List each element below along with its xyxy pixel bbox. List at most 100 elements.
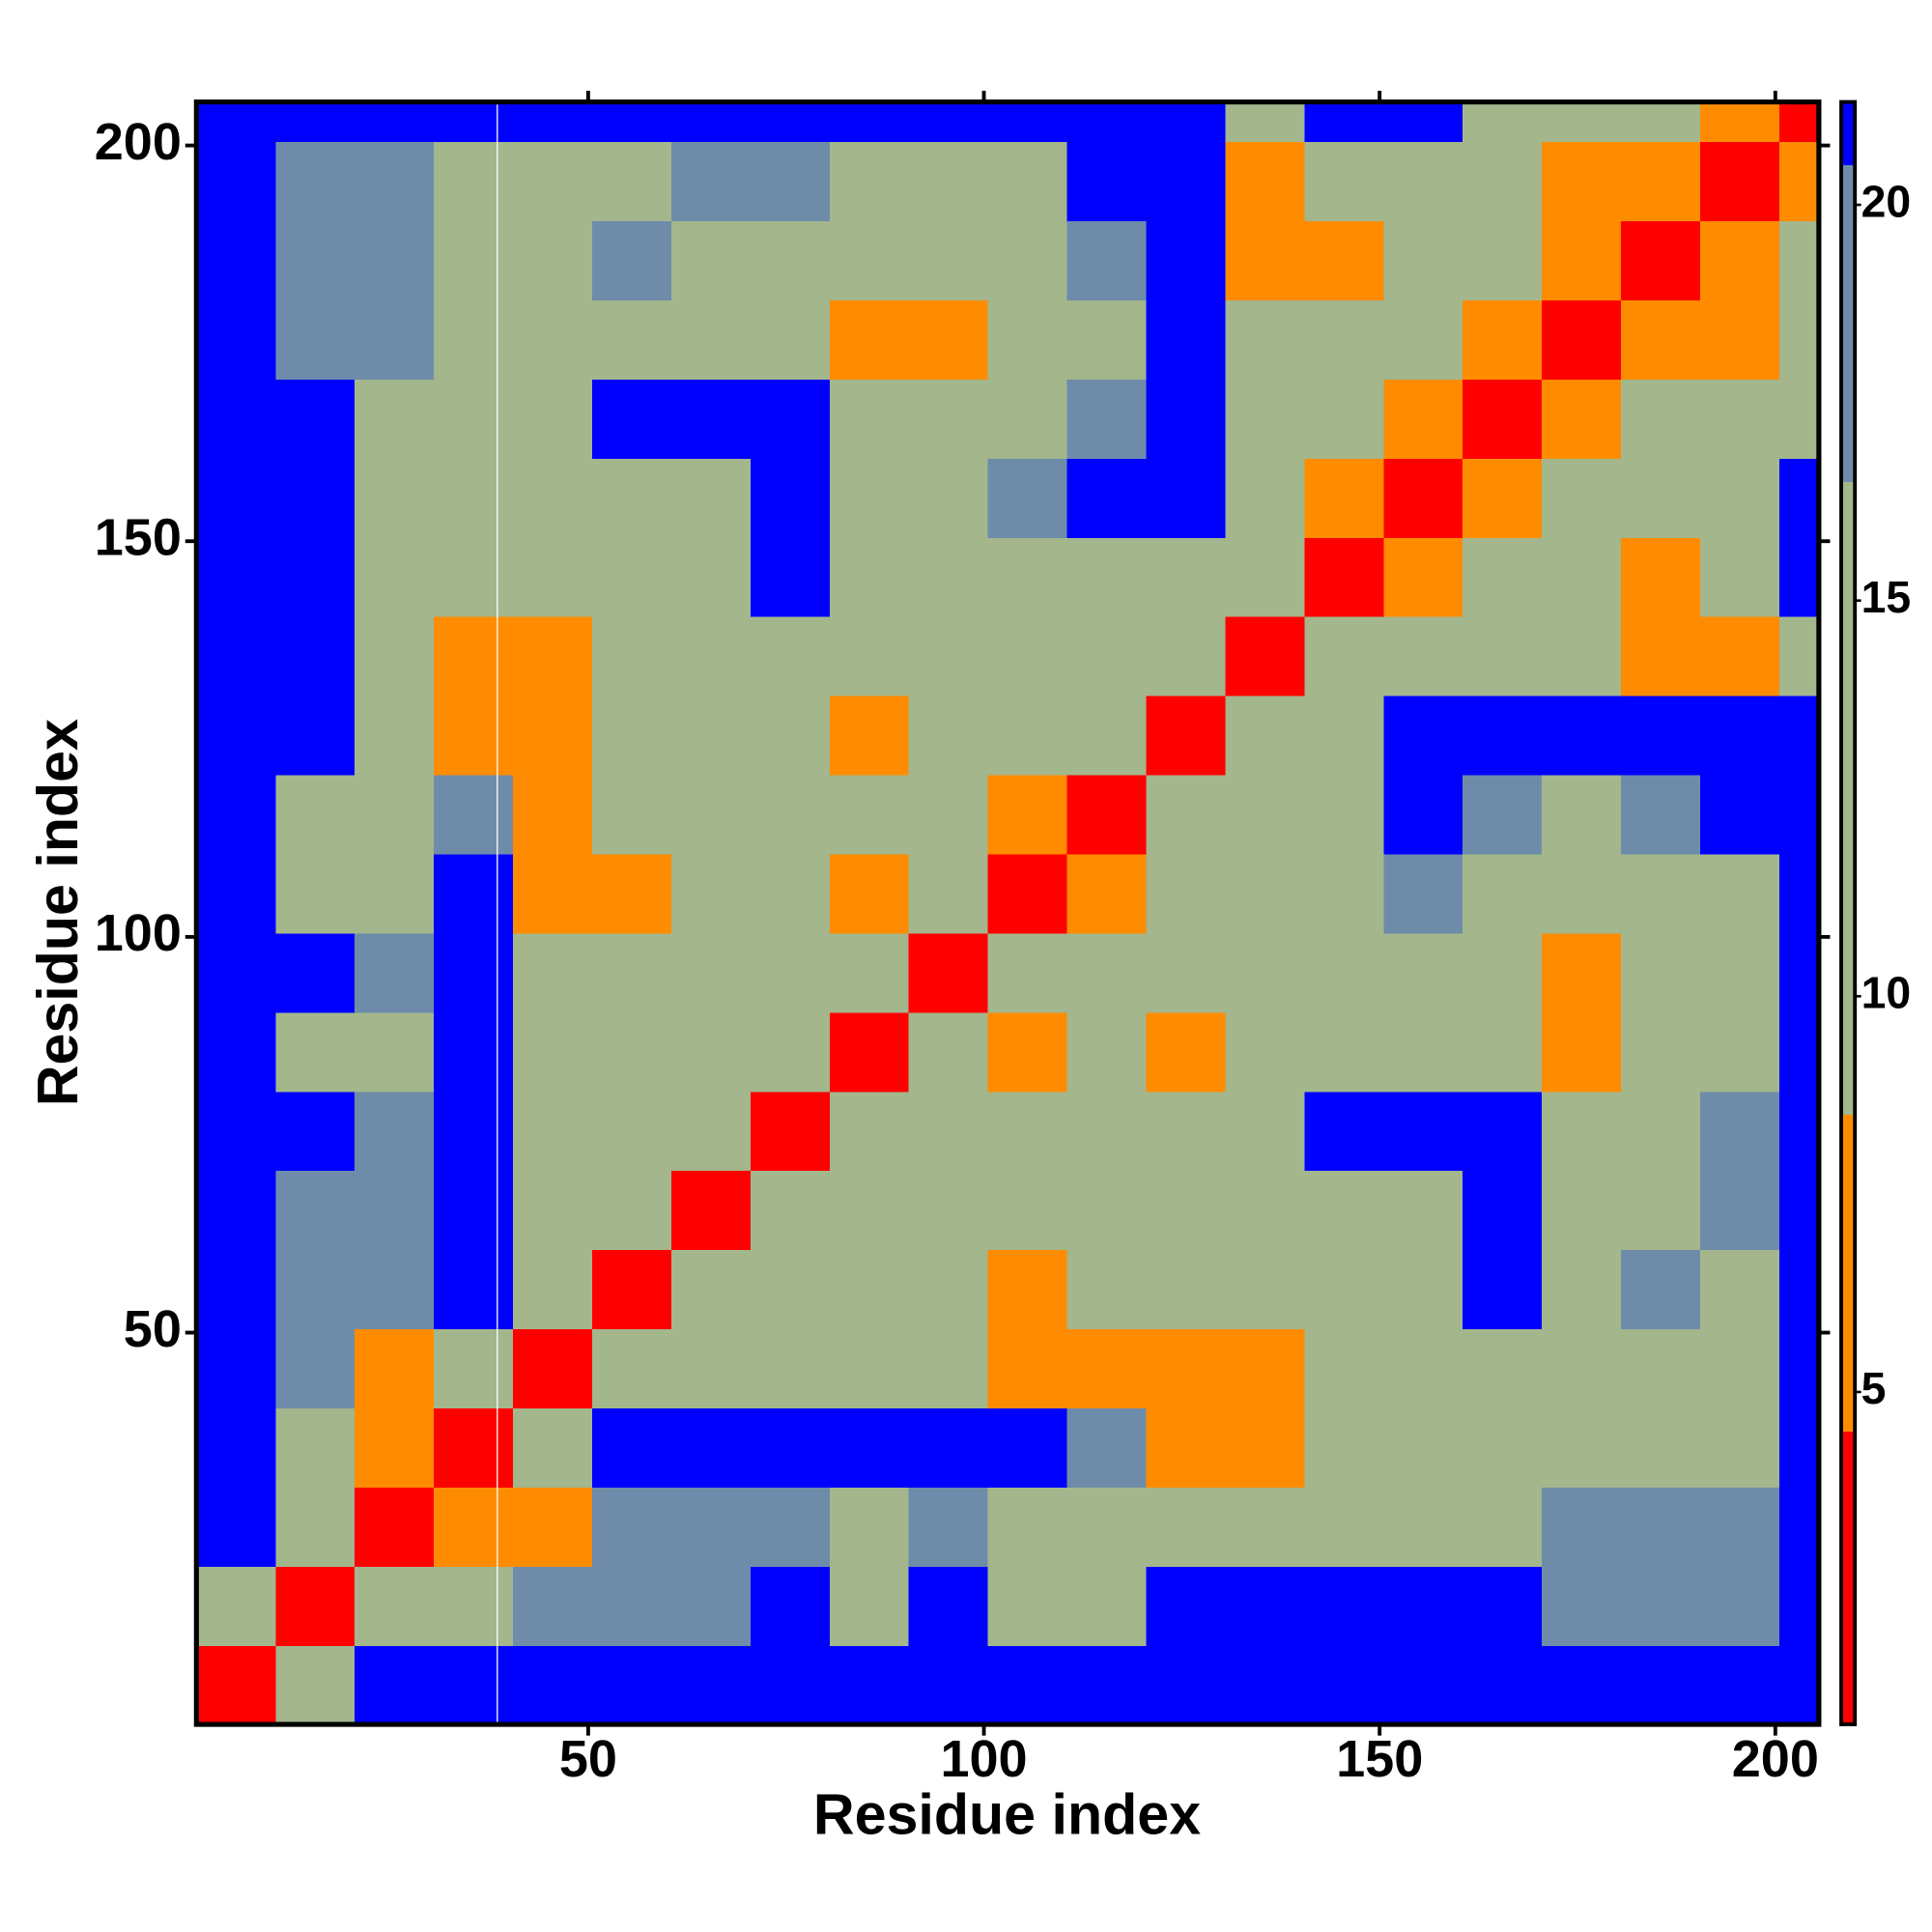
heatmap-cell xyxy=(1383,537,1463,617)
heatmap-cell xyxy=(434,1645,514,1725)
heatmap xyxy=(196,101,1820,1725)
heatmap-cell xyxy=(1778,774,1820,855)
heatmap-cell xyxy=(434,616,514,696)
colorbar-tick-label: 20 xyxy=(1861,176,1912,226)
heatmap-cell xyxy=(275,220,355,300)
heatmap-cell xyxy=(750,220,831,300)
x-tick-label: 200 xyxy=(1732,1730,1819,1788)
heatmap-cell xyxy=(1066,1011,1148,1093)
heatmap-cell xyxy=(1146,1249,1227,1330)
heatmap-cell xyxy=(829,1566,910,1646)
heatmap-cell xyxy=(1225,1566,1305,1646)
heatmap-cell xyxy=(513,1011,593,1093)
heatmap-cell xyxy=(1463,1011,1543,1093)
heatmap-cell xyxy=(355,379,435,459)
y-tick-label: 150 xyxy=(95,509,182,567)
heatmap-cell xyxy=(750,1645,831,1725)
heatmap-cell xyxy=(434,695,514,776)
heatmap-cell xyxy=(1463,932,1543,1013)
x-tick-label: 150 xyxy=(1336,1730,1423,1788)
heatmap-cell xyxy=(1621,458,1701,538)
heatmap-cell xyxy=(355,853,435,934)
heatmap-cell xyxy=(829,1091,910,1172)
heatmap-cell xyxy=(591,379,672,459)
heatmap-cell xyxy=(513,1407,593,1488)
heatmap-cell xyxy=(670,932,752,1013)
heatmap-cell xyxy=(196,299,276,380)
heatmap-cell xyxy=(987,220,1068,300)
heatmap-cell xyxy=(670,458,752,538)
heatmap-cell xyxy=(275,101,355,143)
heatmap-cell xyxy=(829,379,910,459)
heatmap-cell xyxy=(1778,932,1820,1013)
heatmap-cell xyxy=(355,695,435,776)
heatmap-cell xyxy=(1621,299,1701,380)
heatmap-cell xyxy=(1621,537,1701,617)
heatmap-cell xyxy=(1542,1328,1622,1408)
heatmap-cell xyxy=(1778,695,1820,776)
heatmap-cell xyxy=(1778,537,1820,617)
heatmap-cell xyxy=(196,1328,276,1408)
heatmap-cell xyxy=(1066,853,1148,934)
heatmap-cell xyxy=(1699,379,1780,459)
heatmap-cell xyxy=(1146,1566,1227,1646)
heatmap-cell xyxy=(196,774,276,855)
heatmap-cell xyxy=(1146,299,1227,380)
heatmap-cell xyxy=(829,1170,910,1251)
heatmap-cell xyxy=(196,1011,276,1093)
heatmap-cell xyxy=(987,141,1068,222)
heatmap-cell xyxy=(670,1170,752,1251)
heatmap-cell xyxy=(1463,379,1543,459)
heatmap-cell xyxy=(513,1566,593,1646)
heatmap-cell xyxy=(355,458,435,538)
heatmap-cell xyxy=(750,1566,831,1646)
heatmap-cell xyxy=(908,853,989,934)
heatmap-cell xyxy=(1463,1487,1543,1567)
heatmap-cell xyxy=(1778,1645,1820,1725)
heatmap-cell xyxy=(275,458,355,538)
heatmap-cell xyxy=(434,1487,514,1567)
heatmap-cell xyxy=(1383,695,1463,776)
heatmap-cell xyxy=(275,141,355,222)
heatmap-cell xyxy=(987,1645,1068,1725)
heatmap-cell xyxy=(275,537,355,617)
heatmap-cell xyxy=(1778,220,1820,300)
heatmap-cell xyxy=(591,1170,672,1251)
heatmap-cell xyxy=(1304,1249,1384,1330)
heatmap-cell xyxy=(987,458,1068,538)
heatmap-cell xyxy=(1463,616,1543,696)
heatmap-cell xyxy=(987,853,1068,934)
heatmap-cell xyxy=(196,1407,276,1488)
heatmap-cell xyxy=(670,695,752,776)
heatmap-cell xyxy=(750,774,831,855)
heatmap-cell xyxy=(196,616,276,696)
colorbar-band xyxy=(1841,165,1856,482)
heatmap-cell xyxy=(1699,932,1780,1013)
heatmap-cell xyxy=(1463,299,1543,380)
heatmap-cell xyxy=(1304,695,1384,776)
heatmap-cell xyxy=(1542,101,1622,143)
heatmap-cell xyxy=(1542,1249,1622,1330)
heatmap-cell xyxy=(670,1091,752,1172)
heatmap-cell xyxy=(1463,774,1543,855)
heatmap-cell xyxy=(908,1170,989,1251)
heatmap-cell xyxy=(1778,1249,1820,1330)
heatmap-cell xyxy=(1383,299,1463,380)
heatmap-cell xyxy=(1304,774,1384,855)
heatmap-cell xyxy=(1699,853,1780,934)
heatmap-cell xyxy=(1542,853,1622,934)
heatmap-cell xyxy=(1699,220,1780,300)
heatmap-cell xyxy=(434,774,514,855)
heatmap-cell xyxy=(1383,141,1463,222)
heatmap-cell xyxy=(591,695,672,776)
heatmap-cell xyxy=(750,695,831,776)
heatmap-cell xyxy=(908,379,989,459)
heatmap-cell xyxy=(591,1328,672,1408)
heatmap-cell xyxy=(1146,458,1227,538)
heatmap-cell xyxy=(1542,1645,1622,1725)
heatmap-cell xyxy=(1066,220,1148,300)
heatmap-cell xyxy=(829,299,910,380)
heatmap-cell xyxy=(275,853,355,934)
heatmap-cell xyxy=(829,1645,910,1725)
heatmap-cell xyxy=(513,1091,593,1172)
